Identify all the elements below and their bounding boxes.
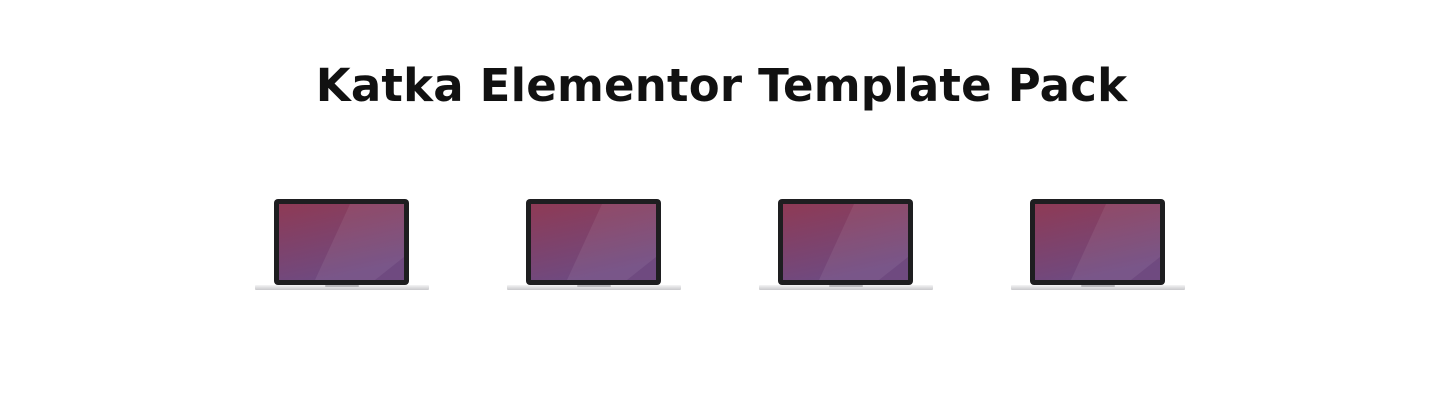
- laptop-icon: [759, 199, 933, 290]
- laptop-icon: [507, 199, 681, 290]
- page-title: Katka Elementor Template Pack: [315, 59, 1128, 112]
- laptop-mockup-4[interactable]: [1011, 197, 1185, 293]
- laptop-icon: [1011, 199, 1185, 290]
- laptop-mockup-2[interactable]: [507, 197, 681, 293]
- laptop-icon: [255, 199, 429, 290]
- laptop-mockup-3[interactable]: [759, 197, 933, 293]
- laptop-gallery: [0, 197, 1443, 297]
- laptop-mockup-1[interactable]: [255, 197, 429, 293]
